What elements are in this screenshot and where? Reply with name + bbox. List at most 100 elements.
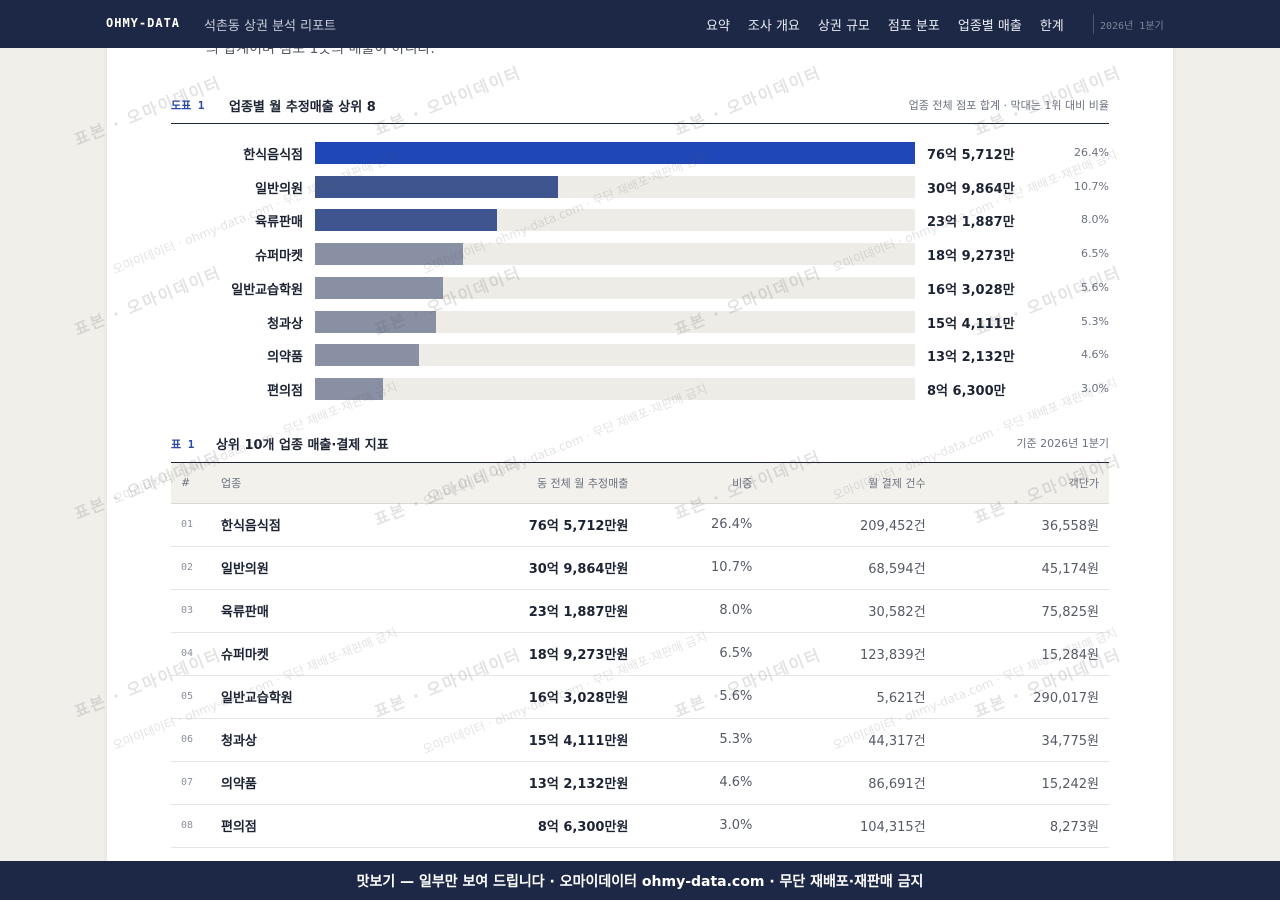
figure-label: 도표 1 xyxy=(171,99,205,112)
bar-row: 슈퍼마켓 18억 9,273만 6.5% xyxy=(171,243,1109,266)
transactions-cell: 5,621건 xyxy=(762,675,936,719)
nav-link-overview[interactable]: 조사 개요 xyxy=(747,19,800,34)
rank-cell: 02 xyxy=(171,546,211,590)
nav-link-summary[interactable]: 요약 xyxy=(706,19,730,34)
avg-ticket-cell: 8,273원 xyxy=(935,804,1109,848)
bar-share-label: 26.4% xyxy=(1074,146,1109,159)
industry-metrics-table: # 업종 동 전체 월 추정매출 비중 월 결제 건수 객단가 01 한식음식점 7… xyxy=(171,463,1109,848)
industry-cell: 청과상 xyxy=(211,718,397,762)
industry-cell: 한식음식점 xyxy=(211,503,397,547)
column-header-avg-ticket: 객단가 xyxy=(935,463,1109,504)
brand-logo[interactable]: OHMY-DATA xyxy=(106,16,181,30)
share-cell: 5.6% xyxy=(638,675,763,719)
bar-row: 한식음식점 76억 5,712만 26.4% xyxy=(171,142,1109,164)
bar-value-label: 23억 1,887만 xyxy=(927,215,1015,231)
bar-row: 육류판매 23억 1,887만 8.0% xyxy=(171,209,1109,232)
bar-row: 의약품 13억 2,132만 4.6% xyxy=(171,344,1109,367)
bar-row: 일반교습학원 16억 3,028만 5.6% xyxy=(171,276,1109,299)
industry-cell: 슈퍼마켓 xyxy=(211,632,397,676)
table-note: 기준 2026년 1분기 xyxy=(1016,437,1109,450)
column-header-transactions: 월 결제 건수 xyxy=(762,463,936,504)
monthly-sales-cell: 23억 1,887만원 xyxy=(396,589,639,633)
figure-note: 업종 전체 점포 합계 · 막대는 1위 대비 비율 xyxy=(908,99,1109,112)
column-header-share: 비중 xyxy=(638,463,763,504)
column-header-monthly-sales: 동 전체 월 추정매출 xyxy=(396,463,639,504)
nav-link-limitations[interactable]: 한계 xyxy=(1039,19,1064,34)
table-row: 04 슈퍼마켓 18억 9,273만원 6.5% 123,839건 15,284원 xyxy=(171,632,1109,676)
bar-track xyxy=(315,243,915,266)
bar-share-label: 5.3% xyxy=(1081,314,1109,328)
bar-track xyxy=(315,377,915,400)
report-title: 석촌동 상권 분석 리포트 xyxy=(204,19,336,34)
table-header-row: # 업종 동 전체 월 추정매출 비중 월 결제 건수 객단가 xyxy=(171,463,1109,504)
avg-ticket-cell: 45,174원 xyxy=(935,546,1109,590)
avg-ticket-cell: 290,017원 xyxy=(935,675,1109,719)
bar xyxy=(315,344,419,367)
table-label: 표 1 xyxy=(171,438,195,451)
monthly-sales-cell: 30억 9,864만원 xyxy=(396,546,639,590)
transactions-cell: 44,317건 xyxy=(762,718,936,762)
table-row: 05 일반교습학원 16억 3,028만원 5.6% 5,621건 290,017원 xyxy=(171,675,1109,719)
bar-value-label: 16억 3,028만 xyxy=(927,282,1015,298)
sample-notice-text: 맛보기 — 일부만 보여 드립니다 · 오마이데이터 ohmy-data.com… xyxy=(356,873,924,890)
bar-share-label: 4.6% xyxy=(1081,348,1109,362)
rank-cell: 03 xyxy=(171,589,211,633)
bar-value-label: 15억 4,111만 xyxy=(927,316,1015,332)
avg-ticket-cell: 15,284원 xyxy=(935,632,1109,676)
industry-cell: 편의점 xyxy=(211,804,397,848)
transactions-cell: 104,315건 xyxy=(762,804,936,848)
bar-value-label: 76억 5,712만 xyxy=(927,148,1015,163)
bar-value-label: 13억 2,132만 xyxy=(927,350,1015,366)
bar-track xyxy=(315,276,915,299)
bar-category-label: 편의점 xyxy=(267,383,303,399)
table-title: 상위 10개 업종 매출·결제 지표 xyxy=(216,438,389,453)
nav-divider xyxy=(1093,14,1094,34)
bar xyxy=(315,209,497,232)
top-navigation: OHMY-DATA 석촌동 상권 분석 리포트 요약 조사 개요 상권 규모 점… xyxy=(0,0,1280,48)
bar-share-label: 5.6% xyxy=(1081,280,1109,294)
industry-cell: 일반의원 xyxy=(211,546,397,590)
column-header-industry: 업종 xyxy=(211,463,397,504)
avg-ticket-cell: 36,558원 xyxy=(935,503,1109,547)
bar-value-label: 30억 9,864만 xyxy=(927,181,1015,197)
period-label: 2026년 1분기 xyxy=(1100,21,1164,32)
bar xyxy=(315,142,915,164)
sample-notice-banner: 맛보기 — 일부만 보여 드립니다 · 오마이데이터 ohmy-data.com… xyxy=(0,861,1280,900)
transactions-cell: 209,452건 xyxy=(762,503,936,547)
bar-share-label: 3.0% xyxy=(1081,381,1109,395)
bar-category-label: 일반의원 xyxy=(255,181,303,197)
table-row: 07 의약품 13억 2,132만원 4.6% 86,691건 15,242원 xyxy=(171,761,1109,805)
monthly-sales-cell: 15억 4,111만원 xyxy=(396,718,639,762)
monthly-sales-cell: 8억 6,300만원 xyxy=(396,804,639,848)
rank-cell: 01 xyxy=(171,503,211,547)
bar-row: 편의점 8억 6,300만 3.0% xyxy=(171,377,1109,400)
bar xyxy=(315,243,463,266)
bar-category-label: 일반교습학원 xyxy=(231,282,303,298)
bar-category-label: 청과상 xyxy=(267,316,303,332)
nav-links: 요약 조사 개요 상권 규모 점포 분포 업종별 매출 한계 xyxy=(706,15,1082,34)
avg-ticket-cell: 75,825원 xyxy=(935,589,1109,633)
share-cell: 4.6% xyxy=(638,761,763,805)
transactions-cell: 86,691건 xyxy=(762,761,936,805)
bar-track xyxy=(315,344,915,367)
bar-track xyxy=(315,310,915,333)
bar-category-label: 육류판매 xyxy=(255,215,303,231)
transactions-cell: 30,582건 xyxy=(762,589,936,633)
share-cell: 8.0% xyxy=(638,589,763,633)
figure-header: 도표 1 업종별 월 추정매출 상위 8 업종 전체 점포 합계 · 막대는 1… xyxy=(171,96,1109,124)
bar-category-label: 의약품 xyxy=(267,350,303,366)
bar-row: 청과상 15억 4,111만 5.3% xyxy=(171,310,1109,333)
bar-row: 일반의원 30억 9,864만 10.7% xyxy=(171,175,1109,198)
table-header: 표 1 상위 10개 업종 매출·결제 지표 기준 2026년 1분기 xyxy=(171,432,1109,463)
monthly-sales-cell: 76억 5,712만원 xyxy=(396,503,639,547)
avg-ticket-cell: 34,775원 xyxy=(935,718,1109,762)
table-row: 03 육류판매 23억 1,887만원 8.0% 30,582건 75,825원 xyxy=(171,589,1109,633)
bar-share-label: 10.7% xyxy=(1074,179,1109,193)
nav-link-market-size[interactable]: 상권 규모 xyxy=(817,19,870,34)
nav-link-store-distribution[interactable]: 점포 분포 xyxy=(887,19,940,34)
nav-link-sales-by-industry[interactable]: 업종별 매출 xyxy=(957,19,1022,34)
transactions-cell: 123,839건 xyxy=(762,632,936,676)
monthly-sales-cell: 13억 2,132만원 xyxy=(396,761,639,805)
rank-cell: 07 xyxy=(171,761,211,805)
bar-track xyxy=(315,142,915,164)
